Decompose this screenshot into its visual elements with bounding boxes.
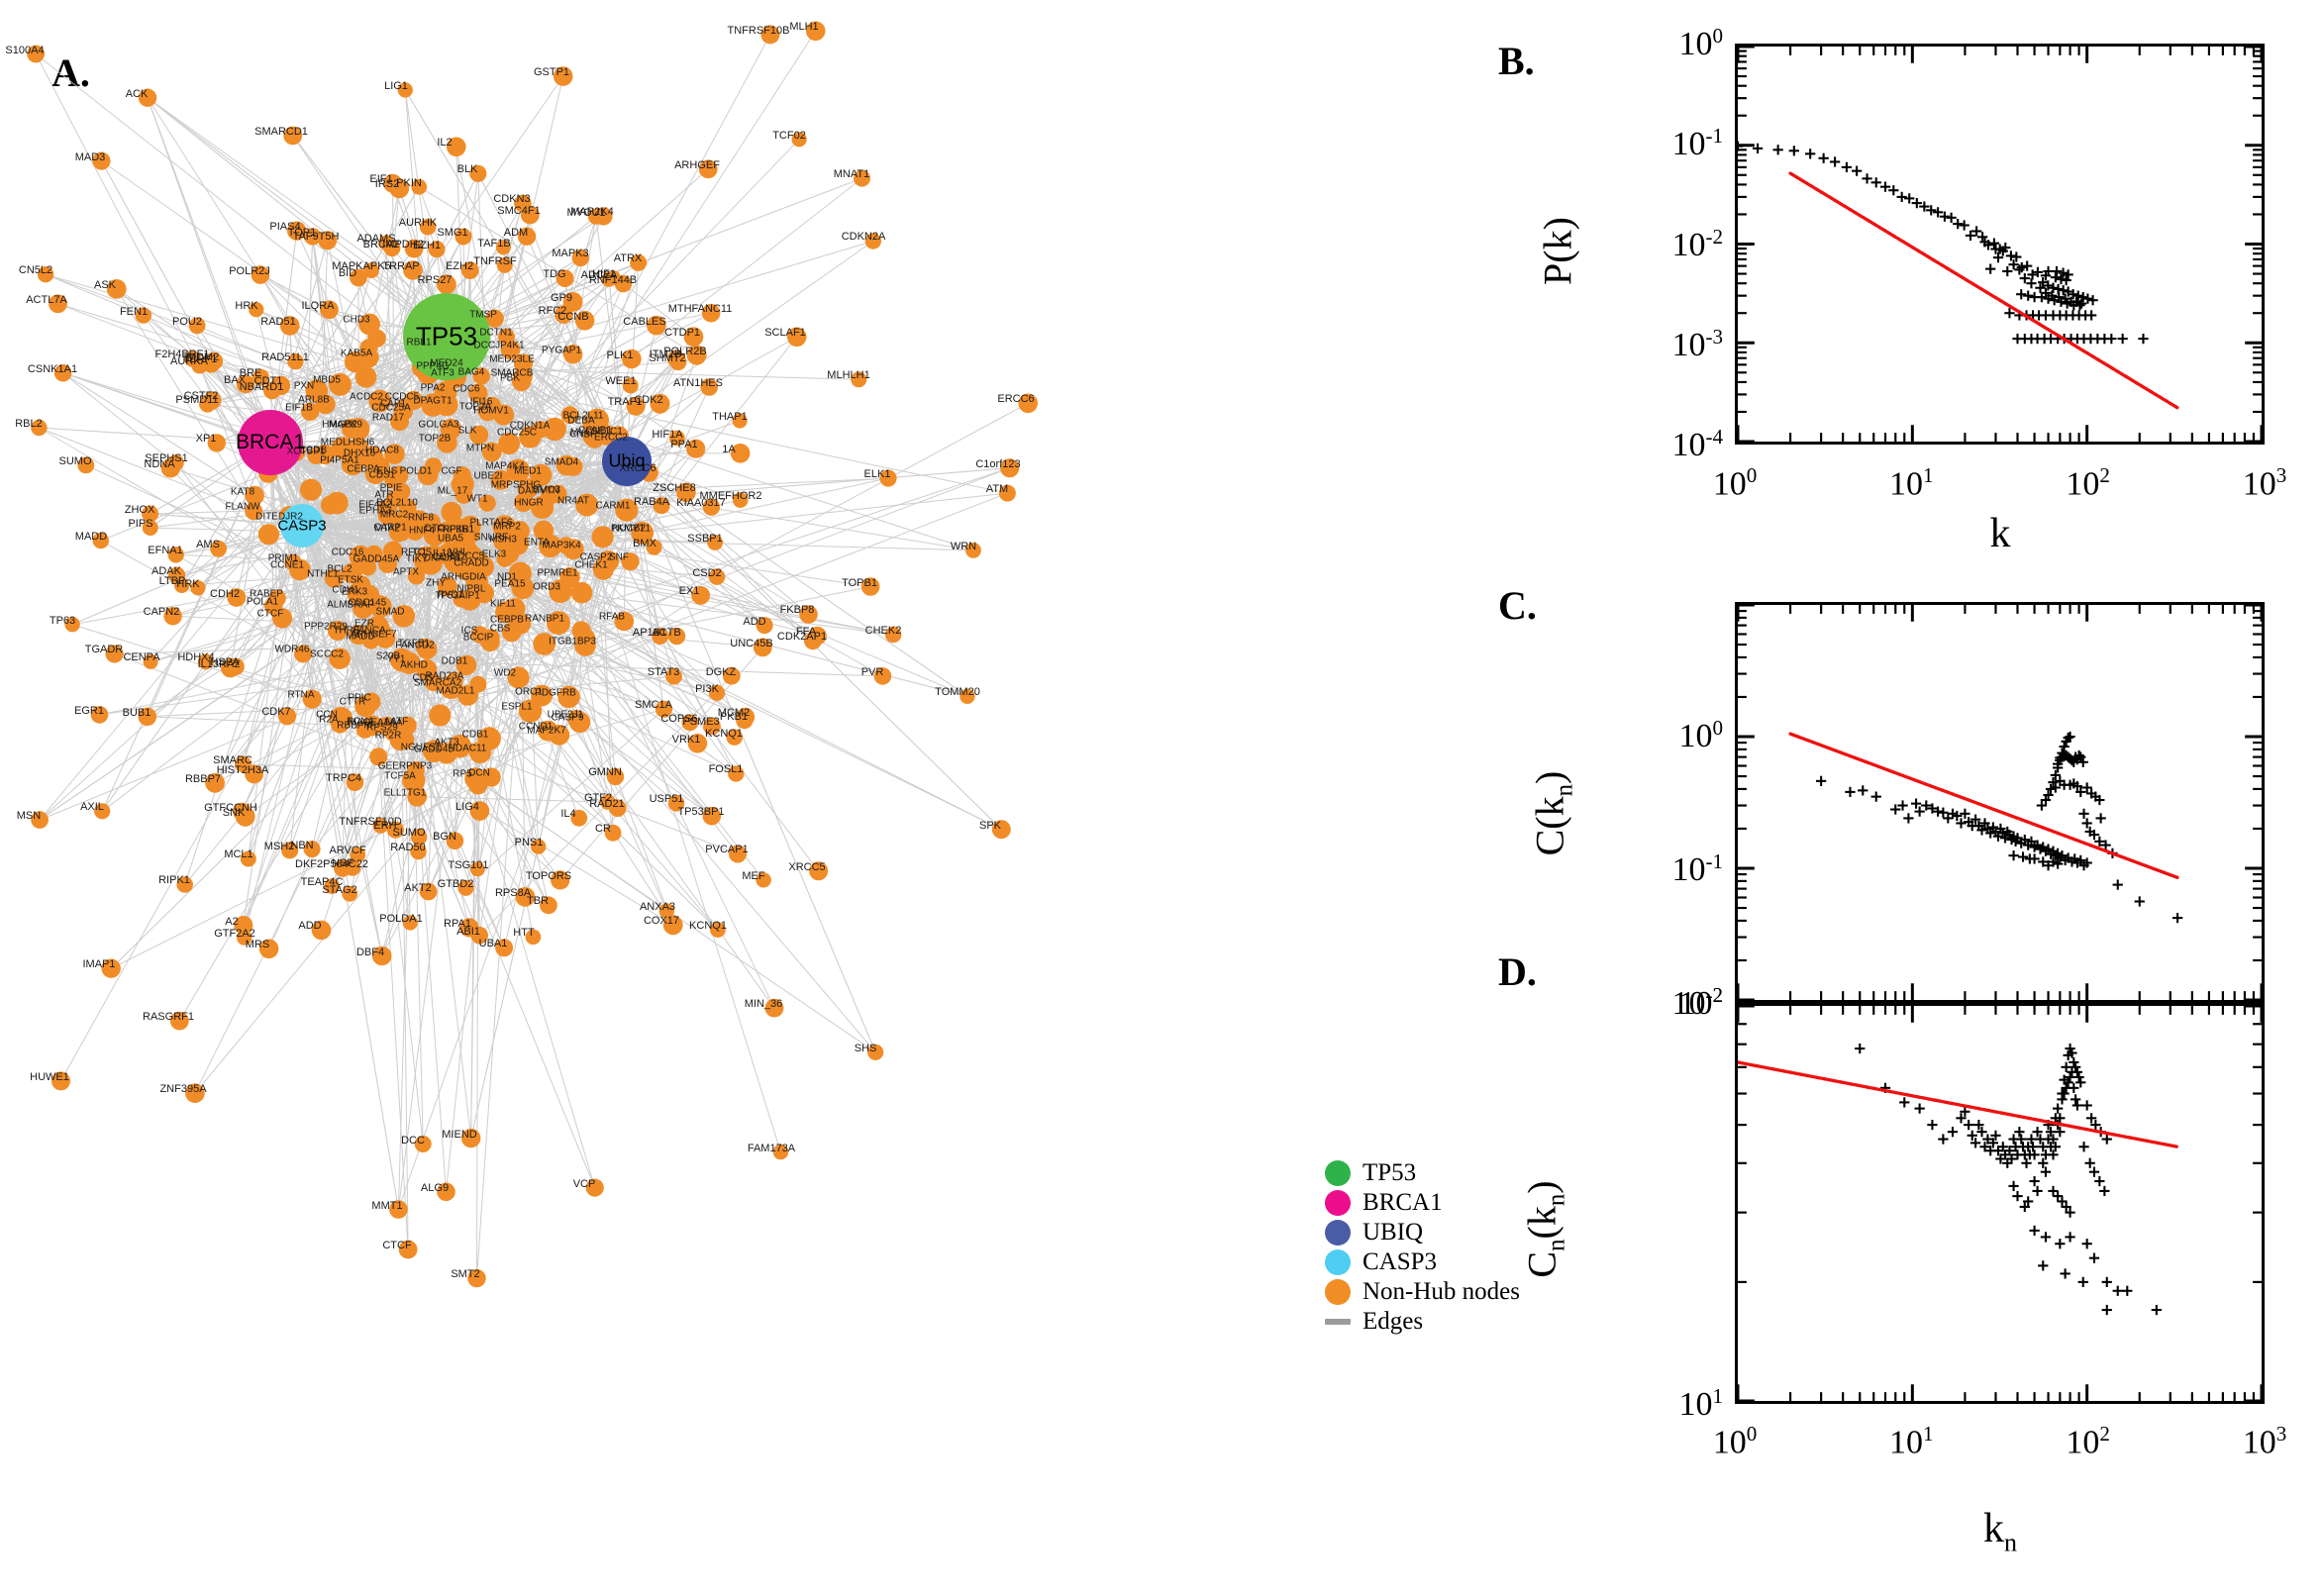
panel-a-network: A. ARL8B TAF1B SMC3 MAGEA1AA ALG9 DHX16 RNF144… <box>5 21 1520 1335</box>
legend-circle-icon <box>1325 1279 1351 1305</box>
y-tick-label: 101 <box>1678 1383 1723 1424</box>
legend-label: CASP3 <box>1363 1248 1438 1275</box>
panel-d-plot-svg <box>1738 1006 2262 1401</box>
x-tick-label: 100 <box>1712 1422 1758 1461</box>
legend-row-tp53: TP53 <box>1325 1158 1533 1188</box>
legend-circle-icon <box>1325 1190 1351 1216</box>
y-tick-label: 102 <box>1678 982 1723 1023</box>
legend-line-icon <box>1325 1319 1351 1325</box>
x-tick-label: 102 <box>2066 1422 2110 1461</box>
x-tick-label: 103 <box>2242 1422 2287 1461</box>
y-tick-label: 10-1 <box>1671 848 1723 889</box>
x-tick-label: 101 <box>1889 463 1934 503</box>
y-tick-label: 10-3 <box>1671 324 1723 363</box>
legend-row-brca1: BRCA1 <box>1325 1188 1533 1218</box>
panel-b-plot-svg <box>1738 47 2262 442</box>
y-tick-label: 10-1 <box>1671 124 1723 163</box>
panel-d-x-axis-title: kn <box>1982 1506 2018 1557</box>
network-legend: TP53 BRCA1 UBIQ CASP3 Non-Hub nodes Edges <box>1325 1158 1533 1337</box>
y-tick-label: 10-2 <box>1671 224 1723 263</box>
x-tick-label: 100 <box>1712 463 1758 503</box>
legend-circle-icon <box>1325 1160 1351 1186</box>
panel-d-letter: D. <box>1498 949 1537 994</box>
legend-row-non-hub-nodes: Non-Hub nodes <box>1325 1277 1533 1307</box>
legend-label: Non-Hub nodes <box>1363 1278 1521 1305</box>
legend-label: BRCA1 <box>1363 1189 1443 1216</box>
panel-b-y-axis-title: P(k) <box>1535 217 1580 285</box>
legend-circle-icon <box>1325 1220 1351 1246</box>
legend-label: Edges <box>1363 1308 1424 1335</box>
panel-d-plot-frame <box>1735 1003 2265 1404</box>
panel-c-plot-frame <box>1735 602 2265 1003</box>
network-nodes-layer <box>27 21 1038 1288</box>
x-tick-label: 102 <box>2066 463 2110 503</box>
x-tick-label: 101 <box>1889 1422 1934 1461</box>
y-tick-label: 100 <box>1678 715 1723 755</box>
legend-label: TP53 <box>1363 1159 1417 1186</box>
y-tick-label: 10-4 <box>1671 424 1723 464</box>
legend-row-casp3: CASP3 <box>1325 1247 1533 1277</box>
panel-c-plot-svg <box>1738 605 2262 1000</box>
panel-d-y-axis-title: Cn(kn) <box>1519 1180 1570 1278</box>
network-graph-svg <box>27 21 1038 1288</box>
panel-a-letter: A. <box>51 50 90 95</box>
panel-b-letter: B. <box>1498 39 1535 83</box>
legend-row-edges: Edges <box>1325 1307 1533 1337</box>
x-tick-label: 103 <box>2242 463 2287 503</box>
network-hub-nodes-layer <box>238 293 652 548</box>
panel-b-x-axis-title: k <box>1989 511 2011 556</box>
y-tick-label: 100 <box>1678 23 1723 63</box>
panel-c-letter: C. <box>1498 583 1537 628</box>
legend-circle-icon <box>1325 1249 1351 1275</box>
panel-b-plot-frame <box>1735 44 2265 445</box>
y-tick-label: 10-2 <box>1671 982 1723 1023</box>
legend-label: UBIQ <box>1363 1219 1424 1246</box>
legend-row-ubiq: UBIQ <box>1325 1218 1533 1247</box>
panel-c-y-axis-title: C(kn) <box>1527 770 1578 856</box>
